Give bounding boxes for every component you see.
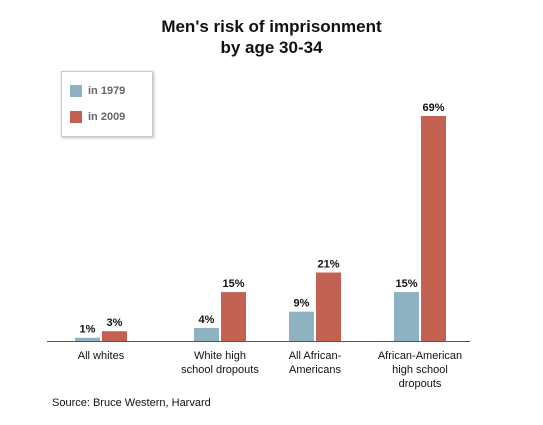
bar-in-1979-0 bbox=[75, 337, 100, 341]
chart-title-line1: Men's risk of imprisonment bbox=[161, 17, 382, 36]
chart-title-line2: by age 30-34 bbox=[220, 38, 323, 57]
bar-in-2009-0 bbox=[102, 331, 127, 341]
data-label-in-2009-1: 15% bbox=[222, 278, 244, 290]
bar-in-2009-3 bbox=[421, 116, 446, 341]
legend-swatch-1979 bbox=[70, 85, 82, 97]
chart-legend: in 1979 in 2009 bbox=[61, 71, 153, 137]
data-label-in-2009-3: 69% bbox=[422, 102, 444, 114]
category-label-line: dropouts bbox=[398, 378, 442, 390]
data-label-in-1979-2: 9% bbox=[294, 298, 310, 310]
data-label-in-1979-1: 4% bbox=[199, 314, 215, 326]
data-label-in-1979-3: 15% bbox=[395, 278, 417, 290]
category-label-line: All whites bbox=[77, 350, 125, 362]
bar-in-2009-2 bbox=[316, 272, 341, 341]
legend-item-1979: in 1979 bbox=[70, 84, 125, 98]
data-label-in-2009-0: 3% bbox=[107, 317, 123, 329]
legend-item-2009: in 2009 bbox=[70, 110, 125, 124]
data-label-in-1979-0: 1% bbox=[80, 324, 96, 336]
category-label-line: Americans bbox=[289, 364, 341, 376]
bar-in-1979-1 bbox=[194, 327, 219, 341]
chart-title: Men's risk of imprisonment by age 30-34 bbox=[0, 16, 543, 58]
category-label-line: All African- bbox=[288, 350, 342, 362]
data-label-in-2009-2: 21% bbox=[317, 259, 339, 271]
category-label-3: African-American high school dropouts bbox=[365, 349, 475, 391]
category-label-line: African-American bbox=[377, 350, 463, 362]
bar-in-1979-3 bbox=[394, 292, 419, 341]
category-label-line: school dropouts bbox=[181, 364, 259, 376]
category-label-0: All whites bbox=[46, 349, 156, 363]
legend-label-2009: in 2009 bbox=[88, 111, 126, 123]
source-note: Source: Bruce Western, Harvard bbox=[52, 397, 211, 409]
legend-label-1979: in 1979 bbox=[88, 85, 126, 97]
legend-swatch-2009 bbox=[70, 111, 82, 123]
category-label-1: White high school dropouts bbox=[165, 349, 275, 377]
category-label-line: high school bbox=[392, 364, 448, 376]
bar-in-2009-1 bbox=[221, 292, 246, 341]
category-label-2: All African- Americans bbox=[260, 349, 370, 377]
bar-in-1979-2 bbox=[289, 311, 314, 341]
category-label-line: White high bbox=[194, 350, 246, 362]
